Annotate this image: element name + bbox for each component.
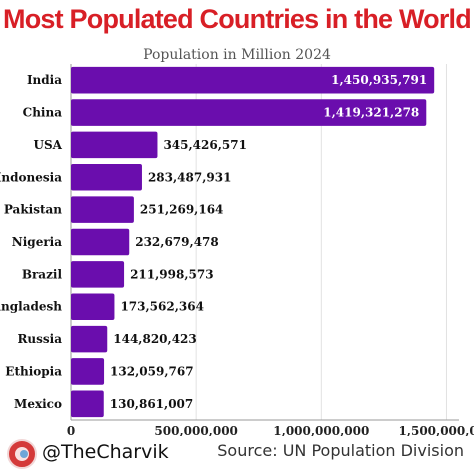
author-handle: @TheCharvik: [42, 441, 169, 463]
bar-india: [71, 66, 435, 94]
category-label-indonesia: Indonesia: [0, 170, 62, 184]
category-label-nigeria: Nigeria: [12, 235, 62, 249]
bar-nigeria: [71, 228, 130, 256]
category-label-usa: USA: [34, 138, 63, 152]
value-label-russia: 144,820,423: [113, 332, 197, 346]
bar-brazil: [71, 261, 125, 288]
bar-ethiopia: [71, 358, 105, 385]
bar-bangladesh: [71, 293, 115, 320]
category-label-russia: Russia: [17, 332, 62, 346]
category-label-india: India: [27, 73, 62, 87]
category-label-brazil: Brazil: [22, 267, 63, 281]
chart-subtitle: Population in Million 2024: [143, 47, 331, 63]
x-tick-label-2: 1,000,000,000: [273, 424, 369, 436]
value-label-china: 1,419,321,278: [323, 106, 419, 120]
bar-indonesia: [71, 164, 142, 191]
bar-chart: 0 500,000,000 1,000,000,000 1,500,000,000 In…: [0, 64, 474, 436]
bar-pakistan: [71, 196, 134, 223]
logo-icon: [7, 439, 37, 469]
bar-usa: [71, 131, 158, 159]
category-label-mexico: Mexico: [14, 397, 62, 411]
category-label-china: China: [23, 106, 63, 120]
value-label-usa: 345,426,571: [163, 138, 247, 152]
value-label-indonesia: 283,487,931: [148, 170, 232, 184]
footer: @TheCharvik Source: UN Population Divisi…: [0, 436, 474, 474]
source-note: Source: UN Population Division: [217, 441, 464, 460]
value-label-nigeria: 232,679,478: [135, 235, 219, 249]
x-tick-label-1: 500,000,000: [154, 424, 238, 436]
value-label-ethiopia: 132,059,767: [110, 364, 194, 378]
value-label-pakistan: 251,269,164: [140, 203, 224, 217]
category-label-pakistan: Pakistan: [4, 203, 62, 217]
bar-russia: [71, 325, 108, 353]
category-label-bangladesh: Bangladesh: [0, 300, 62, 314]
value-label-bangladesh: 173,562,364: [120, 300, 204, 314]
value-label-brazil: 211,998,573: [130, 267, 214, 281]
value-label-mexico: 130,861,007: [110, 397, 194, 411]
x-tick-label-3: 1,500,000,000: [398, 424, 474, 436]
x-tick-label-0: 0: [67, 424, 75, 436]
bar-china: [71, 99, 427, 126]
value-label-india: 1,450,935,791: [331, 73, 427, 87]
category-label-ethiopia: Ethiopia: [5, 364, 62, 378]
chart-title: Most Populated Countries in the World: [3, 4, 472, 34]
bar-mexico: [71, 390, 104, 418]
